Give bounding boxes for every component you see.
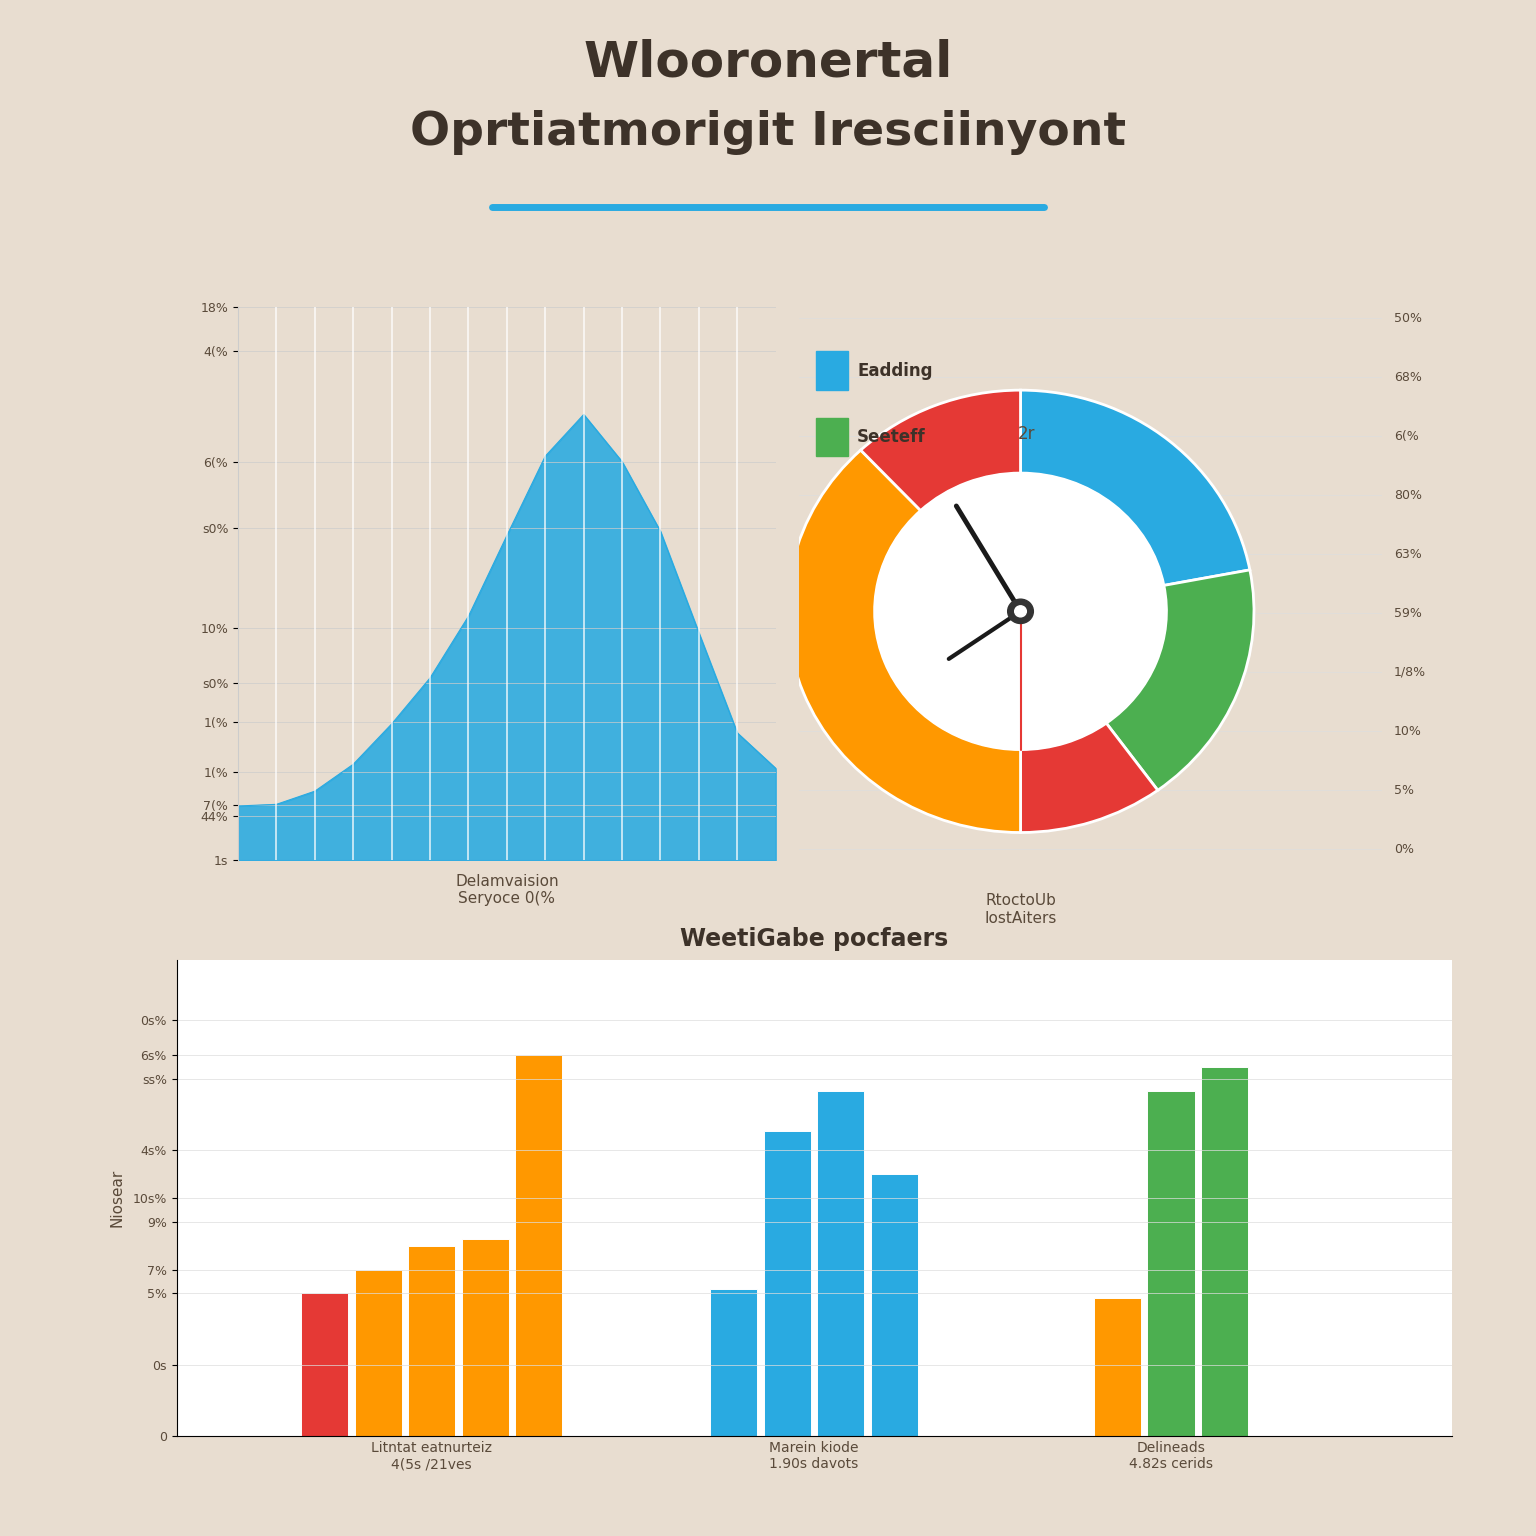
Bar [816, 352, 848, 390]
Circle shape [874, 473, 1166, 750]
Text: 59%: 59% [1395, 607, 1422, 619]
Bar [1147, 1091, 1195, 1436]
Bar [1094, 1298, 1141, 1436]
Text: 5%: 5% [1395, 783, 1415, 797]
Circle shape [1015, 605, 1026, 617]
Bar [515, 1055, 562, 1436]
Bar [301, 1293, 349, 1436]
Bar [462, 1238, 508, 1436]
Bar [816, 418, 848, 456]
Bar [871, 1175, 919, 1436]
Text: 68%: 68% [1395, 370, 1422, 384]
Text: Eadding: Eadding [857, 362, 932, 379]
Wedge shape [786, 450, 1020, 833]
Text: 50%: 50% [1395, 312, 1422, 324]
Wedge shape [1020, 390, 1250, 585]
Text: Wlooronertal: Wlooronertal [584, 38, 952, 88]
Text: RtoctoUb
IostAiters: RtoctoUb IostAiters [985, 894, 1057, 926]
Bar [710, 1289, 757, 1436]
Text: Oprtiatmorigit Iresciinyont: Oprtiatmorigit Iresciinyont [410, 111, 1126, 155]
Text: 0%: 0% [1395, 843, 1415, 856]
Text: 63%: 63% [1395, 548, 1422, 561]
Text: 80%: 80% [1395, 488, 1422, 502]
Bar [409, 1246, 455, 1436]
Wedge shape [1020, 723, 1158, 833]
Text: Seeteff: Seeteff [857, 429, 926, 445]
Circle shape [1008, 599, 1034, 624]
Text: 6(%: 6(% [1395, 430, 1419, 442]
Text: 1/8%: 1/8% [1395, 665, 1427, 679]
Wedge shape [860, 390, 1020, 510]
Bar [355, 1269, 401, 1436]
Y-axis label: Niosear: Niosear [109, 1169, 124, 1227]
Text: 2r: 2r [1018, 425, 1035, 444]
X-axis label: Delamvaision
Seryoce 0(%: Delamvaision Seryoce 0(% [455, 874, 559, 906]
Bar [817, 1091, 865, 1436]
Bar [763, 1132, 811, 1436]
Wedge shape [1106, 570, 1253, 790]
Text: 10%: 10% [1395, 725, 1422, 737]
Title: WeetiGabe pocfaers: WeetiGabe pocfaers [680, 928, 948, 951]
Bar [1201, 1068, 1249, 1436]
